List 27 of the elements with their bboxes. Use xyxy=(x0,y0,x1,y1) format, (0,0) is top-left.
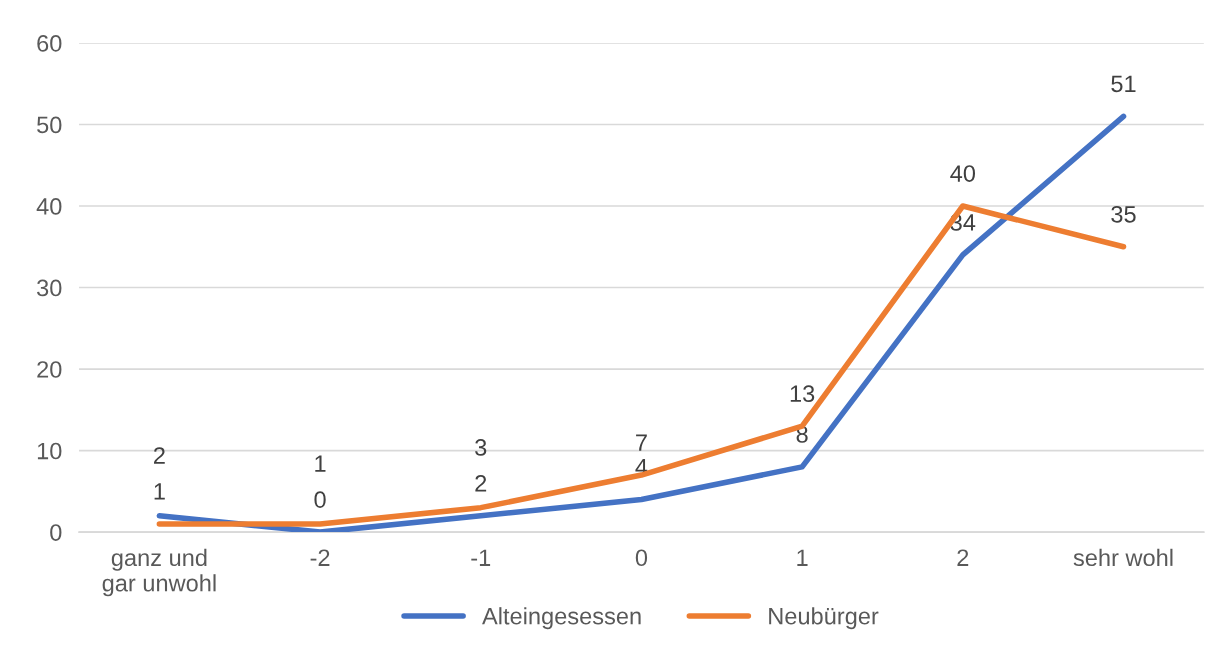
legend-label: Alteingesessen xyxy=(482,607,641,630)
data-label: 35 xyxy=(1111,205,1136,223)
y-tick-label: 0 xyxy=(50,524,62,541)
data-label: 40 xyxy=(950,165,976,182)
x-tick-label: ganz und gar unwohl xyxy=(102,548,216,597)
data-label: 3 xyxy=(475,439,487,456)
x-tick-label: sehr wohl xyxy=(1073,548,1173,567)
data-label: 2 xyxy=(154,447,165,464)
data-label: 0 xyxy=(314,491,326,508)
x-tick-label: -2 xyxy=(310,549,330,566)
y-tick-label: 50 xyxy=(37,116,62,134)
y-tick-label: 20 xyxy=(37,361,62,378)
y-tick-label: 30 xyxy=(37,279,62,297)
x-tick-label: 2 xyxy=(957,549,969,566)
x-tick-label: 0 xyxy=(635,549,648,567)
data-label: 1 xyxy=(315,455,326,472)
data-label: 51 xyxy=(1111,75,1136,93)
data-label: 7 xyxy=(636,434,647,451)
y-tick-label: 10 xyxy=(37,442,62,460)
legend-label: Neubürger xyxy=(769,607,879,630)
y-tick-label: 60 xyxy=(37,35,62,52)
data-label: 2 xyxy=(475,474,487,492)
x-tick-label: 1 xyxy=(797,549,808,566)
data-label: 1 xyxy=(154,483,165,500)
x-tick-label: -1 xyxy=(471,549,491,566)
data-label: 13 xyxy=(790,385,815,403)
y-tick-label: 40 xyxy=(36,198,62,215)
